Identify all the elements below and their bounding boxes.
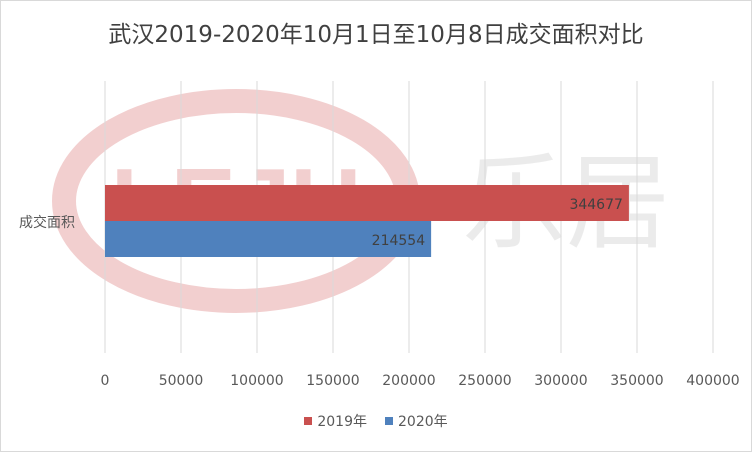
x-tick-label: 200000 bbox=[382, 373, 435, 389]
legend-label: 2020年 bbox=[398, 414, 448, 430]
x-tick-label: 250000 bbox=[458, 373, 511, 389]
bar-2020年 bbox=[105, 221, 432, 257]
data-labels: 344677 214554 bbox=[372, 197, 623, 249]
data-label: 214554 bbox=[372, 233, 426, 249]
x-tick-label: 300000 bbox=[534, 373, 587, 389]
x-tick-labels: 0 50000 100000 150000 200000 250000 300000 3500… bbox=[101, 373, 740, 389]
x-tick-label: 0 bbox=[101, 373, 110, 389]
y-category-label: 成交面积 bbox=[19, 214, 75, 231]
legend-item: 2020年 bbox=[385, 411, 448, 431]
legend-label: 2019年 bbox=[317, 414, 367, 430]
x-tick-label: 150000 bbox=[306, 373, 359, 389]
x-tick-label: 100000 bbox=[230, 373, 283, 389]
x-tick-label: 50000 bbox=[159, 373, 204, 389]
legend: 2019年 2020年 bbox=[1, 411, 751, 431]
bar-2019年 bbox=[105, 185, 629, 221]
legend-swatch bbox=[385, 417, 393, 425]
legend-item: 2019年 bbox=[304, 411, 367, 431]
chart-title: 武汉2019-2020年10月1日至10月8日成交面积对比 bbox=[108, 22, 644, 48]
legend-swatch bbox=[304, 417, 313, 425]
data-label: 344677 bbox=[569, 197, 622, 213]
x-tick-label: 400000 bbox=[686, 373, 739, 389]
bars bbox=[105, 185, 629, 257]
y-category-labels: 成交面积 bbox=[19, 214, 75, 231]
x-tick-label: 350000 bbox=[610, 373, 663, 389]
